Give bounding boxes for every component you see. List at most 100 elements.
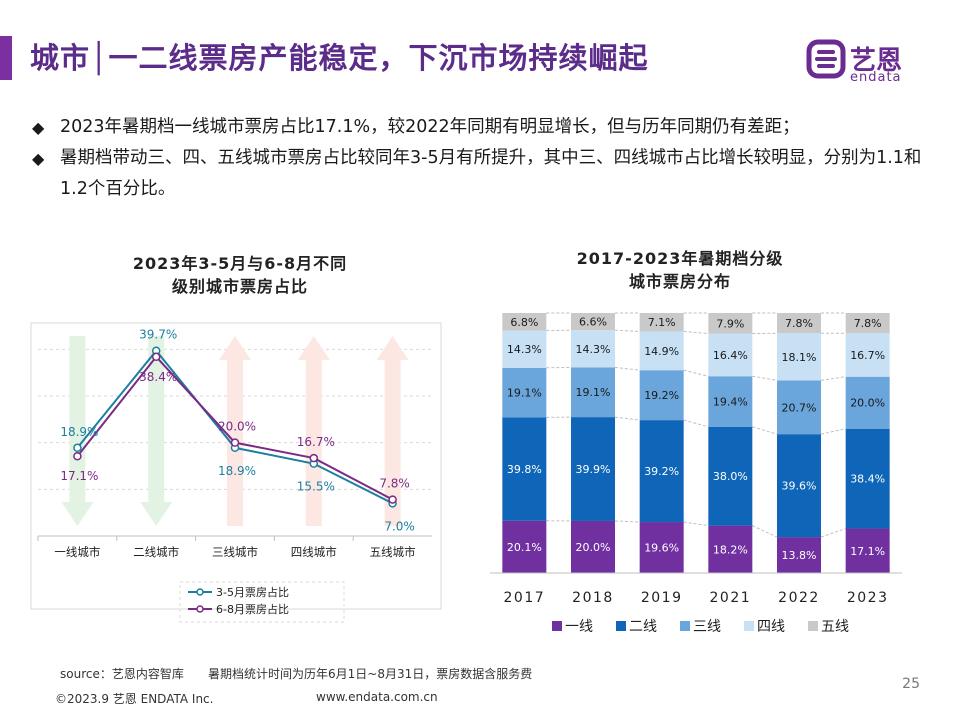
title-accent-bar: [0, 36, 12, 80]
bar-connector-line: [752, 525, 778, 538]
data-point: [73, 451, 82, 461]
arrow-down-icon: [140, 336, 173, 526]
line-chart: 一线城市 二线城市 三线城市 四线城市 五线城市 18.9% 39.7% 18.9% 15.5%…: [30, 322, 442, 623]
bar-segment: [502, 417, 547, 521]
legend-label: 三线: [693, 619, 721, 635]
bar-segment: [777, 313, 821, 334]
bar-connector-line: [683, 369, 709, 377]
bar-data-label: 39.6%: [782, 480, 817, 493]
bar-chart-title-line1: 2017-2023年暑期档分级: [576, 249, 784, 268]
diamond-bullet-icon: ◆: [32, 118, 45, 137]
bullet-item: ◆ 暑期档带动三、四、五线城市票房占比较同年3-5月有所提升，其中三、四线城市占…: [30, 143, 945, 205]
footer-copyright: ©2023.9 艺恩 ENDATA Inc.: [55, 692, 214, 706]
bar-segment: [708, 313, 753, 334]
bar-segment: [502, 330, 547, 368]
bar-data-label: 7.8%: [785, 317, 813, 330]
bar-data-label: 13.8%: [782, 549, 817, 562]
bar-segment: [777, 380, 821, 435]
bar-data-label: 38.4%: [850, 473, 885, 486]
bar-connector-line: [614, 520, 640, 523]
bar-data-label: 39.2%: [644, 465, 679, 478]
legend-marker-icon: [196, 605, 204, 613]
arrow-up-icon: [376, 336, 409, 526]
bullet-text: 2023年暑期档一线城市票房占比17.1%，较2022年同期有明显增长，但与历年…: [60, 117, 800, 137]
bar-connector-line: [683, 330, 709, 335]
bar-connector-line: [683, 419, 709, 428]
x-tick-label: 2023: [847, 590, 889, 606]
bar-chart-title: 2017-2023年暑期档分级 城市票房分布: [520, 247, 840, 293]
bullet-list: ◆ 2023年暑期档一线城市票房占比17.1%，较2022年同期有明显增长，但与…: [30, 112, 945, 205]
bar-data-label: 16.7%: [850, 349, 885, 362]
data-point: [230, 438, 240, 447]
data-point: [73, 443, 82, 453]
data-label: 16.7%: [297, 435, 335, 449]
x-tick-label: 五线城市: [370, 545, 416, 559]
bar-segment: [502, 520, 547, 573]
bar-data-label: 14.3%: [576, 343, 611, 356]
endata-logo-icon: [806, 39, 846, 79]
line-chart-title-line2: 级别城市票房占比: [171, 277, 308, 296]
legend-label: 二线: [629, 619, 657, 635]
bar-data-label: 20.1%: [507, 541, 542, 554]
legend-swatch-icon: [616, 621, 626, 631]
legend-swatch-icon: [552, 621, 562, 631]
data-label: 38.4%: [139, 370, 177, 384]
x-tick-label: 2017: [504, 590, 546, 606]
bar-connector-line: [683, 521, 709, 527]
arrow-up-icon: [219, 336, 251, 526]
data-label: 20.0%: [218, 420, 256, 434]
logo-chinese-text: 艺恩: [850, 46, 903, 76]
bar-data-label: 16.4%: [713, 349, 748, 362]
x-tick-label: 三线城市: [212, 545, 258, 559]
data-label: 18.9%: [218, 464, 256, 478]
line-chart-title-line1: 2023年3-5月与6-8月不同: [132, 254, 348, 273]
footer-source: source：艺恩内容智库: [60, 667, 184, 681]
bar-connector-line: [614, 416, 640, 421]
bar-data-label: 20.7%: [782, 401, 817, 414]
legend-swatch-icon: [808, 621, 818, 631]
bar-data-label: 39.8%: [507, 463, 542, 476]
bar-segment: [639, 331, 684, 371]
bar-segment: [708, 426, 753, 526]
bar-segment: [845, 333, 890, 377]
bar-data-label: 38.0%: [713, 470, 748, 483]
bar-segment: [777, 537, 821, 573]
bar-segment: [708, 333, 753, 377]
page-title: 城市│一二线票房产能稳定，下沉市场持续崛起: [30, 41, 649, 75]
legend-label: 四线: [757, 619, 785, 635]
legend-marker-icon: [196, 588, 204, 596]
bar-segment: [639, 370, 684, 421]
legend-label: 3-5月票房占比: [216, 585, 289, 599]
data-label: 7.8%: [379, 477, 410, 491]
logo-english-text: endata: [850, 70, 902, 85]
legend-label: 五线: [821, 619, 849, 635]
diamond-bullet-icon: ◆: [32, 149, 45, 168]
bullet-text: 暑期档带动三、四、五线城市票房占比较同年3-5月有所提升，其中三、四线城市占比增…: [60, 148, 922, 199]
bar-segment: [845, 428, 890, 529]
bar-connector-line: [752, 426, 778, 435]
bar-data-label: 7.8%: [854, 317, 882, 330]
bar-segment: [502, 367, 547, 418]
legend-swatch-icon: [744, 621, 754, 631]
bar-segment: [571, 367, 615, 418]
bar-data-label: 39.9%: [576, 463, 611, 476]
x-tick-label: 2022: [778, 590, 820, 606]
bar-segment: [639, 522, 684, 573]
bar-data-label: 19.4%: [713, 395, 748, 408]
bar-data-label: 14.9%: [644, 345, 679, 358]
bar-segment: [502, 313, 547, 331]
footer-note: 暑期档统计时间为历年6月1日~8月31日，票房数据含服务费: [208, 667, 533, 681]
bar-data-label: 17.1%: [850, 545, 885, 558]
data-point: [388, 495, 397, 504]
x-tick-label: 二线城市: [133, 545, 179, 559]
bar-segment: [845, 528, 890, 573]
arrow-up-icon: [297, 336, 330, 526]
bar-connector-line: [820, 528, 846, 538]
bar-data-label: 6.8%: [510, 316, 538, 329]
data-label: 15.5%: [297, 480, 335, 494]
bar-data-label: 18.1%: [782, 351, 817, 364]
bar-segment: [708, 525, 753, 573]
bar-data-label: 7.1%: [648, 316, 676, 329]
legend-label: 6-8月票房占比: [216, 602, 289, 616]
bar-connector-line: [820, 428, 846, 435]
